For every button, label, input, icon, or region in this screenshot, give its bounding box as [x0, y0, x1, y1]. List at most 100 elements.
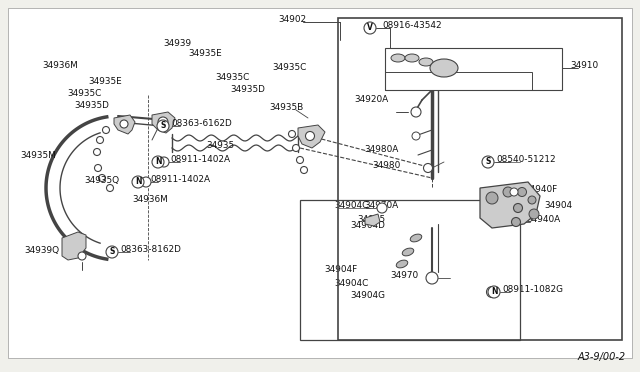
Text: 34904D: 34904D	[350, 221, 385, 231]
Circle shape	[364, 22, 376, 34]
Bar	[338, 18, 622, 340]
Text: S: S	[485, 157, 491, 167]
Text: N: N	[491, 288, 497, 296]
Circle shape	[510, 188, 518, 196]
Circle shape	[488, 286, 500, 298]
Circle shape	[529, 209, 539, 219]
Polygon shape	[152, 112, 175, 133]
Text: 08363-8162D: 08363-8162D	[120, 246, 181, 254]
Circle shape	[106, 185, 113, 192]
Text: 34910: 34910	[570, 61, 598, 71]
Text: 34935C: 34935C	[67, 90, 101, 99]
Ellipse shape	[396, 260, 408, 268]
Text: 34902: 34902	[278, 15, 306, 23]
Polygon shape	[62, 232, 86, 260]
Polygon shape	[114, 115, 135, 134]
Text: 34935M: 34935M	[20, 151, 56, 160]
Text: 34940A: 34940A	[526, 215, 560, 224]
Text: 34904C: 34904C	[334, 202, 369, 211]
Text: 34940F: 34940F	[524, 186, 557, 195]
Circle shape	[289, 131, 296, 138]
Text: 34922: 34922	[460, 58, 488, 67]
Bar	[385, 72, 532, 90]
Text: 34970: 34970	[390, 272, 418, 280]
Circle shape	[412, 132, 420, 140]
Circle shape	[93, 148, 100, 155]
Ellipse shape	[410, 234, 422, 242]
Text: 08540-51212: 08540-51212	[496, 155, 556, 164]
Text: 34980: 34980	[372, 161, 400, 170]
Text: 34939: 34939	[163, 38, 191, 48]
Circle shape	[424, 164, 433, 173]
Text: 34936M: 34936M	[132, 196, 168, 205]
Text: 34935E: 34935E	[88, 77, 122, 87]
Circle shape	[513, 203, 522, 212]
Text: 34935: 34935	[206, 141, 234, 151]
Text: 08911-1402A: 08911-1402A	[150, 176, 210, 185]
Circle shape	[486, 286, 497, 298]
Circle shape	[95, 164, 102, 171]
Text: 34904C: 34904C	[334, 279, 369, 288]
Circle shape	[301, 167, 307, 173]
Bar	[300, 200, 520, 340]
Text: 34980A: 34980A	[364, 145, 398, 154]
Circle shape	[411, 107, 421, 117]
Text: 08363-6162D: 08363-6162D	[171, 119, 232, 128]
Circle shape	[99, 174, 106, 182]
Text: 34904: 34904	[544, 202, 572, 211]
Text: S: S	[160, 122, 166, 131]
Text: N: N	[155, 157, 161, 167]
Text: 34935D: 34935D	[74, 102, 109, 110]
Circle shape	[152, 156, 164, 168]
Text: 34904F: 34904F	[324, 266, 357, 275]
Text: 08916-43542: 08916-43542	[382, 22, 442, 31]
Circle shape	[377, 203, 387, 213]
Circle shape	[102, 126, 109, 134]
Circle shape	[141, 177, 151, 187]
Circle shape	[528, 196, 536, 204]
Text: 34935D: 34935D	[230, 84, 265, 93]
Ellipse shape	[402, 248, 414, 256]
Circle shape	[305, 131, 314, 141]
Text: 08911-1402A: 08911-1402A	[170, 155, 230, 164]
Polygon shape	[298, 125, 325, 148]
Circle shape	[78, 252, 86, 260]
Text: 34920A: 34920A	[354, 96, 388, 105]
Text: A3-9/00-2: A3-9/00-2	[578, 352, 626, 362]
Ellipse shape	[405, 54, 419, 62]
Polygon shape	[365, 214, 380, 226]
Circle shape	[158, 117, 168, 127]
Circle shape	[132, 176, 144, 188]
Circle shape	[486, 192, 498, 204]
Ellipse shape	[419, 58, 433, 66]
Text: S: S	[109, 247, 115, 257]
Circle shape	[106, 246, 118, 258]
Circle shape	[503, 187, 513, 197]
Text: 34935C: 34935C	[215, 73, 250, 81]
Circle shape	[518, 187, 527, 196]
Text: 34935E: 34935E	[188, 48, 221, 58]
Text: 08911-1082G: 08911-1082G	[502, 285, 563, 295]
Text: N: N	[135, 177, 141, 186]
Ellipse shape	[430, 59, 458, 77]
Circle shape	[157, 120, 169, 132]
Polygon shape	[480, 182, 540, 228]
Text: 34920E: 34920E	[464, 74, 498, 83]
Circle shape	[120, 120, 128, 128]
Text: 34936M: 34936M	[42, 61, 77, 71]
Text: 34904G: 34904G	[350, 292, 385, 301]
Text: V: V	[367, 23, 373, 32]
Text: 34935C: 34935C	[272, 64, 307, 73]
Bar	[385, 48, 562, 90]
Text: 34935B: 34935B	[269, 103, 303, 112]
Circle shape	[97, 137, 104, 144]
Circle shape	[296, 157, 303, 164]
Text: 34935Q: 34935Q	[84, 176, 119, 185]
Circle shape	[482, 156, 494, 168]
Text: 34939Q: 34939Q	[24, 246, 59, 254]
Text: 34965: 34965	[357, 215, 385, 224]
Circle shape	[159, 157, 169, 167]
Text: 34970A: 34970A	[364, 202, 398, 211]
Circle shape	[511, 218, 520, 227]
Circle shape	[426, 272, 438, 284]
